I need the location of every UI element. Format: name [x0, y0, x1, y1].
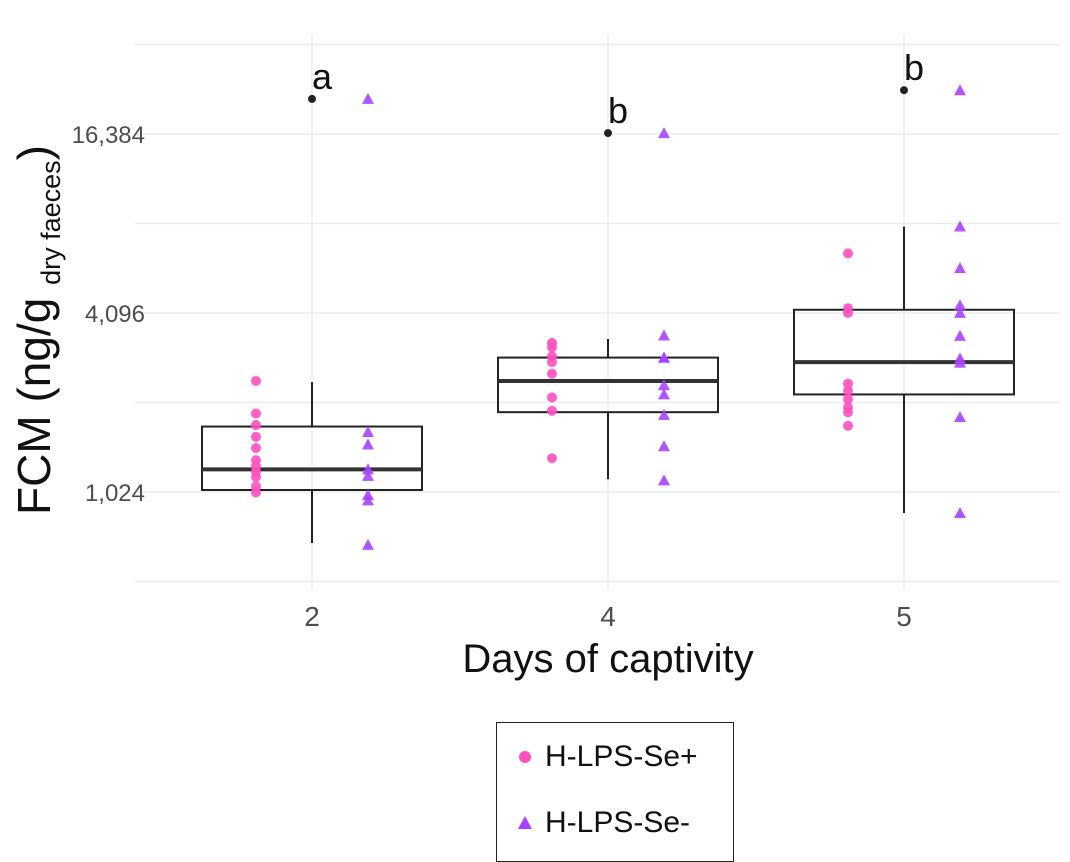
x-axis-label: Days of captivity	[462, 637, 753, 681]
legend-label-se-minus: H-LPS-Se-	[545, 806, 691, 839]
point-layer	[251, 84, 966, 550]
data-point-se-minus	[658, 388, 670, 400]
data-point-se-plus	[547, 392, 557, 403]
data-point-se-minus	[658, 127, 670, 139]
significance-letter: b	[608, 90, 628, 131]
data-point-se-minus	[362, 438, 374, 450]
data-point-se-plus	[843, 394, 853, 405]
grid-layer	[135, 34, 1060, 590]
data-point-se-minus	[954, 220, 966, 232]
data-point-se-minus	[658, 329, 670, 341]
data-point-se-plus	[843, 248, 853, 259]
data-point-se-minus	[362, 469, 374, 481]
y-axis-label-subscript: dry faeces	[36, 160, 66, 285]
x-tick-label: 4	[600, 601, 616, 632]
data-point-se-plus	[251, 442, 261, 453]
data-point-se-minus	[954, 356, 966, 368]
data-point-se-plus	[547, 405, 557, 416]
data-point-se-minus	[362, 494, 374, 506]
data-point-se-minus	[362, 92, 374, 104]
data-point-se-minus	[658, 351, 670, 363]
legend-item-se-plus: H-LPS-Se+	[515, 737, 698, 777]
axis-layer: 1,024 4,096 16,384 2 4 5 Days of captivity FCM …	[8, 122, 912, 681]
data-point-se-plus	[251, 375, 261, 386]
data-point-se-minus	[362, 538, 374, 550]
legend-label-se-plus: H-LPS-Se+	[545, 740, 698, 773]
x-tick-label: 5	[896, 601, 912, 632]
x-tick-label: 2	[304, 601, 320, 632]
data-point-se-plus	[547, 453, 557, 464]
box-layer	[201, 86, 1015, 543]
data-point-se-plus	[843, 378, 853, 389]
y-tick-label: 4,096	[85, 301, 145, 328]
data-point-se-plus	[547, 368, 557, 379]
data-point-se-plus	[843, 385, 853, 396]
data-point-se-plus	[843, 407, 853, 418]
y-tick-label: 16,384	[72, 122, 145, 149]
data-point-se-minus	[658, 440, 670, 452]
purple-triangle-marker-icon	[518, 816, 532, 829]
data-point-se-plus	[251, 420, 261, 431]
data-point-se-minus	[954, 507, 966, 519]
legend-item-se-minus: H-LPS-Se-	[515, 803, 690, 843]
box-iqr	[793, 308, 1015, 396]
data-point-se-minus	[658, 379, 670, 391]
significance-letter: b	[904, 47, 924, 88]
data-point-se-plus	[251, 487, 261, 498]
data-point-se-minus	[954, 411, 966, 423]
box-outlier	[308, 94, 316, 103]
data-point-se-minus	[954, 329, 966, 341]
data-point-se-minus	[954, 84, 966, 96]
significance-letter: a	[312, 56, 333, 97]
data-point-se-minus	[954, 299, 966, 311]
chart-legend: H-LPS-Se+ H-LPS-Se-	[496, 722, 734, 862]
y-axis-label-close: )	[8, 145, 60, 160]
box-outlier	[604, 129, 612, 138]
y-axis-label-main: FCM (ng/g	[8, 285, 60, 515]
data-point-se-plus	[547, 357, 557, 368]
data-point-se-minus	[362, 425, 374, 437]
box-iqr	[201, 425, 423, 491]
box-iqr	[497, 356, 719, 414]
data-point-se-minus	[362, 463, 374, 475]
data-point-se-plus	[251, 431, 261, 442]
box-outlier	[900, 86, 908, 95]
data-point-se-plus	[843, 307, 853, 318]
data-point-se-minus	[954, 306, 966, 318]
pink-circle-marker-icon	[519, 751, 531, 763]
y-tick-label: 1,024	[85, 480, 145, 507]
text-layer: a b b	[312, 47, 924, 131]
data-point-se-minus	[658, 408, 670, 420]
data-point-se-plus	[251, 408, 261, 419]
data-point-se-plus	[251, 472, 261, 483]
y-axis-label: FCM (ng/g dry faeces)	[8, 145, 66, 515]
data-point-se-minus	[658, 474, 670, 486]
data-point-se-minus	[954, 262, 966, 274]
data-point-se-plus	[547, 342, 557, 353]
data-point-se-plus	[843, 420, 853, 431]
